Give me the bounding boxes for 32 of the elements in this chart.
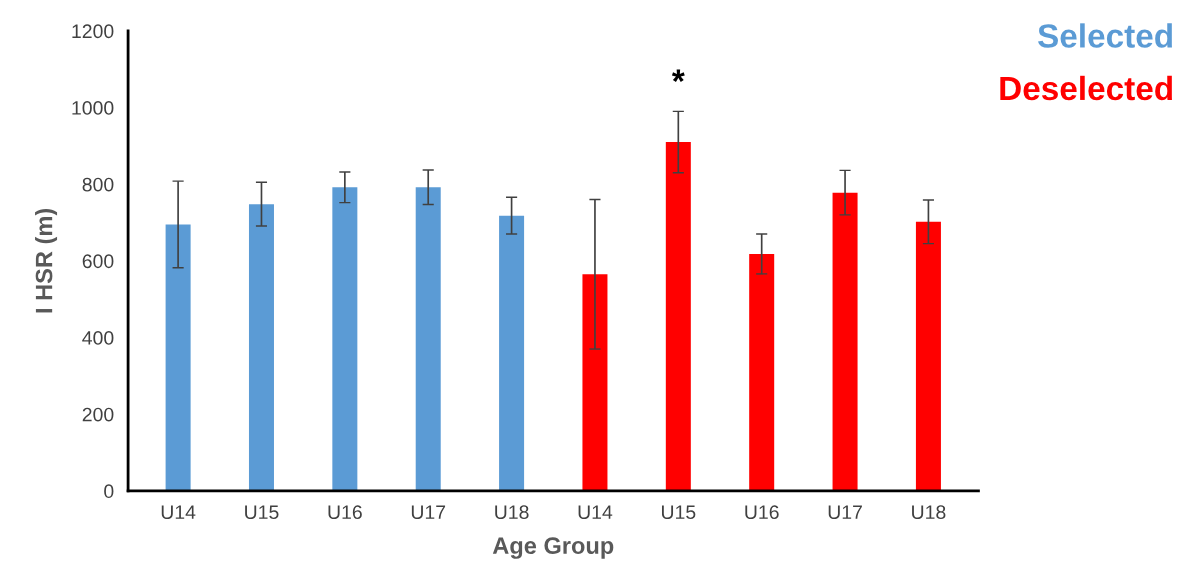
x-tick-label: U17	[411, 505, 446, 520]
x-tick-label: U15	[245, 505, 279, 520]
bar	[248, 204, 274, 491]
y-tick-label: 200	[82, 407, 114, 422]
x-tick-label: U16	[745, 505, 779, 520]
y-tick-label: 1200	[72, 24, 114, 39]
y-tick-label: 400	[82, 331, 114, 345]
annotation: *	[671, 69, 685, 82]
x-axis-title: Age Group	[492, 537, 614, 559]
bar	[915, 221, 941, 491]
bar	[749, 253, 775, 491]
bar	[582, 274, 608, 491]
bar	[832, 192, 858, 491]
bar	[165, 224, 191, 491]
y-axis-title: I HSR (m)	[35, 208, 58, 313]
x-tick-label: U16	[328, 505, 362, 520]
x-tick-label: U14	[578, 505, 613, 520]
bar	[415, 187, 441, 491]
bar	[665, 142, 691, 491]
text: Deselected	[1000, 75, 1172, 101]
text: Selected	[1038, 23, 1172, 48]
y-tick-label: 600	[82, 254, 114, 269]
bar	[499, 215, 525, 491]
x-tick-label: U17	[828, 505, 862, 520]
x-tick-label: U15	[661, 505, 696, 520]
y-tick-label: 1000	[72, 101, 114, 115]
y-tick-label: 800	[82, 177, 114, 192]
bar	[332, 187, 358, 491]
x-tick-label: U18	[912, 505, 946, 520]
x-tick-label: U14	[161, 505, 196, 520]
y-tick-label: 0	[104, 484, 114, 499]
x-tick-label: U18	[495, 505, 529, 520]
